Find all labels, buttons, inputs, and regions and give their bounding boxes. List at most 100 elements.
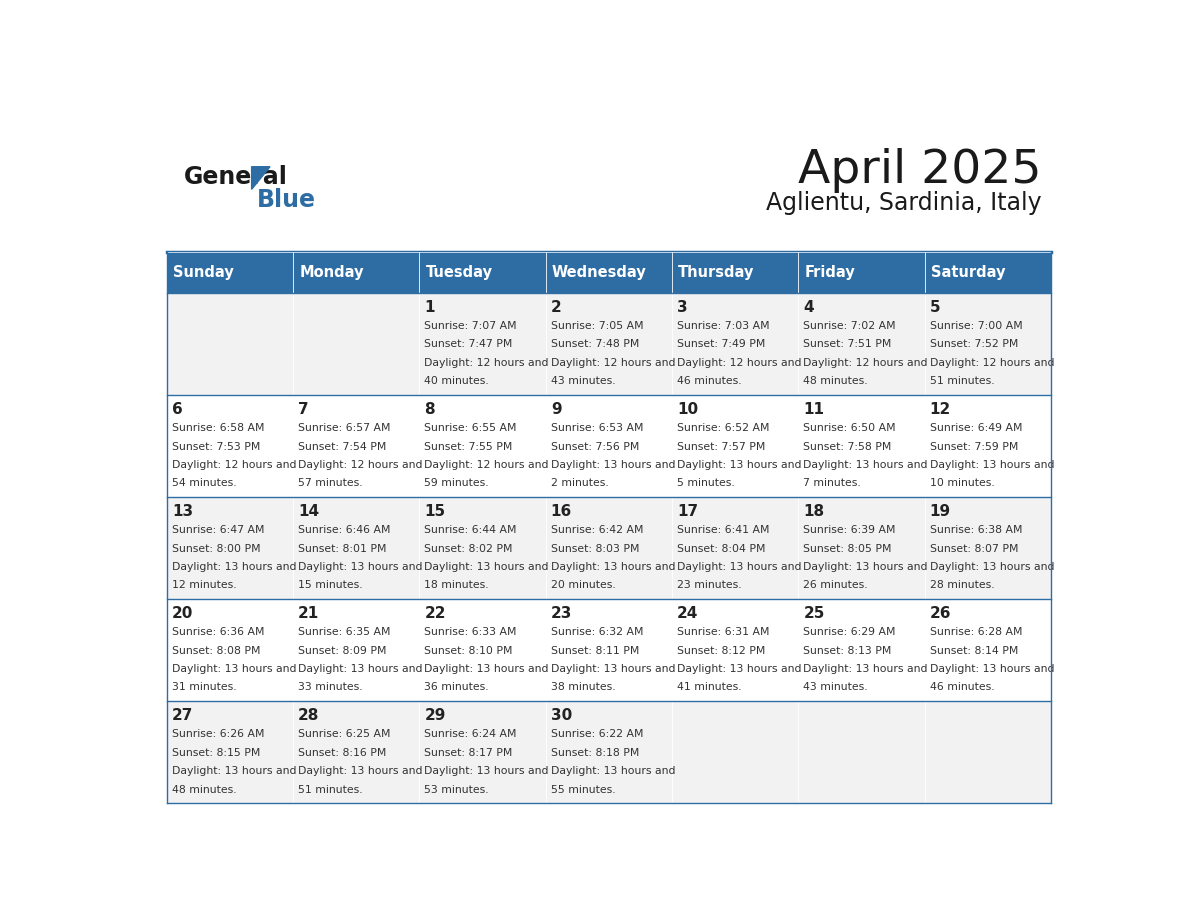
FancyBboxPatch shape: [672, 293, 798, 395]
FancyBboxPatch shape: [545, 599, 672, 700]
Text: Daylight: 12 hours and: Daylight: 12 hours and: [551, 358, 675, 368]
Text: Sunrise: 7:02 AM: Sunrise: 7:02 AM: [803, 321, 896, 331]
FancyBboxPatch shape: [672, 700, 798, 803]
Text: Sunset: 7:54 PM: Sunset: 7:54 PM: [298, 442, 386, 452]
Text: Friday: Friday: [804, 264, 855, 279]
FancyBboxPatch shape: [798, 497, 924, 599]
FancyBboxPatch shape: [293, 700, 419, 803]
Text: Sunset: 8:08 PM: Sunset: 8:08 PM: [172, 645, 260, 655]
Text: Sunset: 8:12 PM: Sunset: 8:12 PM: [677, 645, 765, 655]
FancyBboxPatch shape: [166, 293, 293, 395]
Text: Daylight: 13 hours and: Daylight: 13 hours and: [424, 562, 549, 572]
Text: General: General: [183, 165, 287, 189]
FancyBboxPatch shape: [293, 252, 419, 293]
FancyBboxPatch shape: [419, 293, 545, 395]
Text: Sunrise: 6:58 AM: Sunrise: 6:58 AM: [172, 423, 265, 433]
Text: 43 minutes.: 43 minutes.: [551, 376, 615, 386]
Text: 43 minutes.: 43 minutes.: [803, 682, 868, 692]
FancyBboxPatch shape: [293, 599, 419, 700]
Text: Sunrise: 6:35 AM: Sunrise: 6:35 AM: [298, 627, 391, 637]
FancyBboxPatch shape: [419, 395, 545, 497]
Text: 20 minutes.: 20 minutes.: [551, 580, 615, 590]
Text: Sunset: 7:58 PM: Sunset: 7:58 PM: [803, 442, 892, 452]
Text: Daylight: 13 hours and: Daylight: 13 hours and: [803, 664, 928, 674]
Text: Daylight: 12 hours and: Daylight: 12 hours and: [172, 460, 297, 470]
FancyBboxPatch shape: [924, 497, 1051, 599]
Text: 28: 28: [298, 708, 320, 723]
Text: Tuesday: Tuesday: [425, 264, 493, 279]
Text: Sunset: 7:53 PM: Sunset: 7:53 PM: [172, 442, 260, 452]
Text: Daylight: 13 hours and: Daylight: 13 hours and: [551, 562, 675, 572]
Text: Daylight: 13 hours and: Daylight: 13 hours and: [424, 664, 549, 674]
Text: Sunset: 8:10 PM: Sunset: 8:10 PM: [424, 645, 513, 655]
FancyBboxPatch shape: [293, 497, 419, 599]
Text: Daylight: 13 hours and: Daylight: 13 hours and: [172, 767, 297, 776]
Text: Daylight: 12 hours and: Daylight: 12 hours and: [677, 358, 802, 368]
Text: 22: 22: [424, 606, 446, 621]
Text: Sunrise: 6:32 AM: Sunrise: 6:32 AM: [551, 627, 643, 637]
FancyBboxPatch shape: [545, 395, 672, 497]
FancyBboxPatch shape: [545, 700, 672, 803]
Text: Sunset: 8:16 PM: Sunset: 8:16 PM: [298, 748, 386, 757]
FancyBboxPatch shape: [672, 599, 798, 700]
Text: Saturday: Saturday: [931, 264, 1005, 279]
Text: Daylight: 12 hours and: Daylight: 12 hours and: [424, 460, 549, 470]
Text: 26 minutes.: 26 minutes.: [803, 580, 868, 590]
Text: Sunset: 8:00 PM: Sunset: 8:00 PM: [172, 543, 260, 554]
Text: 31 minutes.: 31 minutes.: [172, 682, 236, 692]
Text: 18: 18: [803, 504, 824, 519]
Text: Sunset: 8:13 PM: Sunset: 8:13 PM: [803, 645, 892, 655]
Text: Sunrise: 6:31 AM: Sunrise: 6:31 AM: [677, 627, 770, 637]
Text: Sunrise: 6:41 AM: Sunrise: 6:41 AM: [677, 525, 770, 535]
FancyBboxPatch shape: [419, 252, 545, 293]
Text: 41 minutes.: 41 minutes.: [677, 682, 741, 692]
Text: Sunrise: 6:24 AM: Sunrise: 6:24 AM: [424, 730, 517, 739]
Text: 53 minutes.: 53 minutes.: [424, 785, 489, 794]
FancyBboxPatch shape: [798, 700, 924, 803]
Text: 54 minutes.: 54 minutes.: [172, 478, 236, 488]
Text: Sunset: 8:05 PM: Sunset: 8:05 PM: [803, 543, 892, 554]
Text: Sunrise: 6:53 AM: Sunrise: 6:53 AM: [551, 423, 643, 433]
Text: 46 minutes.: 46 minutes.: [929, 682, 994, 692]
Text: 59 minutes.: 59 minutes.: [424, 478, 489, 488]
Text: 46 minutes.: 46 minutes.: [677, 376, 741, 386]
Text: Blue: Blue: [257, 188, 316, 212]
Text: 18 minutes.: 18 minutes.: [424, 580, 489, 590]
Text: Sunrise: 6:25 AM: Sunrise: 6:25 AM: [298, 730, 391, 739]
Text: 19: 19: [929, 504, 950, 519]
FancyBboxPatch shape: [166, 395, 293, 497]
FancyBboxPatch shape: [166, 252, 293, 293]
Text: 8: 8: [424, 402, 435, 417]
Text: Sunrise: 6:38 AM: Sunrise: 6:38 AM: [929, 525, 1022, 535]
FancyBboxPatch shape: [672, 395, 798, 497]
Text: 10: 10: [677, 402, 699, 417]
Text: Sunset: 7:51 PM: Sunset: 7:51 PM: [803, 340, 892, 350]
Text: 12: 12: [929, 402, 950, 417]
Text: 13: 13: [172, 504, 194, 519]
Text: 25: 25: [803, 606, 824, 621]
FancyBboxPatch shape: [293, 293, 419, 395]
Text: Sunrise: 6:26 AM: Sunrise: 6:26 AM: [172, 730, 265, 739]
FancyBboxPatch shape: [924, 293, 1051, 395]
Text: 38 minutes.: 38 minutes.: [551, 682, 615, 692]
Text: 57 minutes.: 57 minutes.: [298, 478, 362, 488]
Text: 3: 3: [677, 299, 688, 315]
Text: 15: 15: [424, 504, 446, 519]
Text: 10 minutes.: 10 minutes.: [929, 478, 994, 488]
Text: Sunrise: 7:07 AM: Sunrise: 7:07 AM: [424, 321, 517, 331]
Text: Daylight: 13 hours and: Daylight: 13 hours and: [677, 664, 802, 674]
Text: Sunset: 7:57 PM: Sunset: 7:57 PM: [677, 442, 765, 452]
Text: 51 minutes.: 51 minutes.: [298, 785, 362, 794]
FancyBboxPatch shape: [545, 497, 672, 599]
Text: 14: 14: [298, 504, 320, 519]
Text: Sunset: 8:04 PM: Sunset: 8:04 PM: [677, 543, 765, 554]
Text: Daylight: 13 hours and: Daylight: 13 hours and: [929, 562, 1054, 572]
Text: Daylight: 13 hours and: Daylight: 13 hours and: [551, 664, 675, 674]
Text: Daylight: 13 hours and: Daylight: 13 hours and: [803, 562, 928, 572]
Text: 2 minutes.: 2 minutes.: [551, 478, 608, 488]
Text: Sunset: 7:48 PM: Sunset: 7:48 PM: [551, 340, 639, 350]
Text: 29: 29: [424, 708, 446, 723]
Text: Sunrise: 6:47 AM: Sunrise: 6:47 AM: [172, 525, 265, 535]
Text: 7 minutes.: 7 minutes.: [803, 478, 861, 488]
Text: 11: 11: [803, 402, 824, 417]
